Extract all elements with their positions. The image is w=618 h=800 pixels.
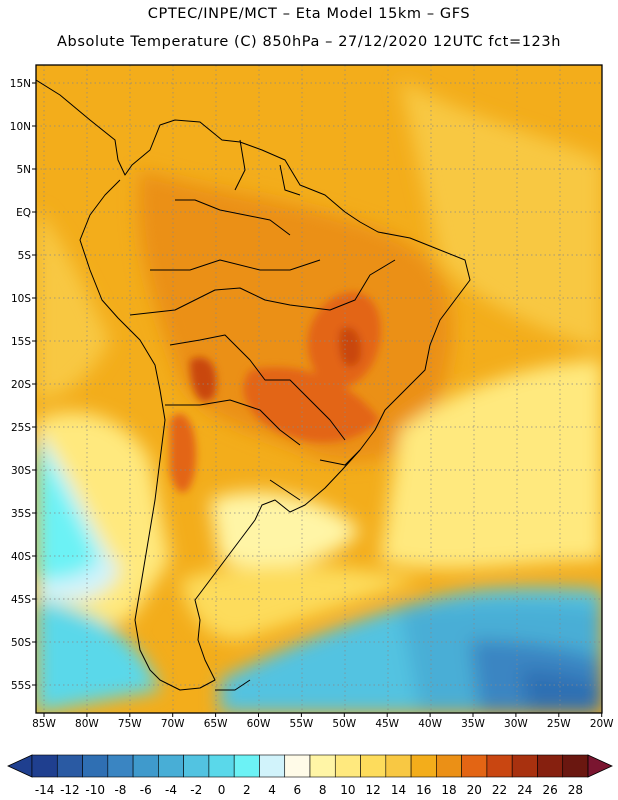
colorbar-swatch [385, 754, 412, 778]
longitude-label: 45W [375, 718, 399, 730]
longitude-label: 40W [418, 718, 442, 730]
colorbar-label: 8 [319, 783, 327, 797]
colorbar-label: 4 [268, 783, 276, 797]
longitude-label: 70W [161, 718, 185, 730]
colorbar-swatch [360, 754, 387, 778]
latitude-label: 10S [11, 293, 31, 305]
colorbar-label: -2 [190, 783, 202, 797]
latitude-label: 10N [10, 121, 31, 133]
latitude-label: 50S [11, 637, 31, 649]
colorbar-swatch [56, 754, 83, 778]
colorbar-swatch [309, 754, 336, 778]
longitude-label: 85W [32, 718, 56, 730]
map-title-line-1: CPTEC/INPE/MCT – Eta Model 15km – GFS [147, 6, 471, 22]
coastline [36, 79, 471, 691]
colorbar-label: 0 [218, 783, 226, 797]
colorbar-swatch [511, 754, 538, 778]
map-title-line-2: Absolute Temperature (C) 850hPa – 27/12/… [57, 34, 561, 50]
colorbar-swatch [158, 754, 184, 778]
colorbar-label: -6 [140, 783, 152, 797]
longitude-label: 65W [204, 718, 228, 730]
colorbar-label: 14 [391, 783, 406, 797]
latitude-label: 5N [16, 164, 31, 176]
colorbar-swatch [259, 754, 286, 778]
latitude-labels: 15N 10N 5N EQ 5S 10S 15S 20S 25S 30S 35S 40S 45S 50S 5… [10, 78, 36, 692]
temperature-field [36, 65, 602, 713]
colorbar-label: -14 [35, 783, 55, 797]
longitude-label: 55W [290, 718, 314, 730]
colorbar-swatch [208, 754, 235, 778]
latitude-label: 55S [11, 680, 31, 692]
colorbar: -14 -12 -10 -8 -6 -4 -2 0 2 4 6 8 10 12 14 16 18 20 22 24 26… [7, 754, 613, 797]
latitude-label: 15N [10, 78, 31, 90]
latitude-label: 20S [11, 379, 31, 391]
colorbar-swatch [31, 754, 58, 778]
colorbar-swatch [132, 754, 159, 778]
latitude-label: 45S [11, 594, 31, 606]
colorbar-swatch [334, 754, 361, 778]
colorbar-label: -10 [85, 783, 105, 797]
colorbar-label: 26 [542, 783, 557, 797]
colorbar-min-arrow [7, 754, 33, 778]
colorbar-label: 2 [243, 783, 251, 797]
colorbar-swatch [183, 754, 210, 778]
latitude-label: 5S [18, 250, 32, 262]
longitude-label: 20W [590, 718, 614, 730]
colorbar-swatch [410, 754, 437, 778]
graticule [36, 65, 602, 713]
colorbar-label: 28 [568, 783, 583, 797]
latitude-label: EQ [16, 207, 31, 219]
latitude-label: 35S [11, 508, 31, 520]
longitude-label: 60W [247, 718, 271, 730]
colorbar-max-arrow [587, 754, 613, 778]
longitude-label: 35W [461, 718, 485, 730]
colorbar-label: -4 [165, 783, 177, 797]
longitude-label: 30W [504, 718, 528, 730]
colorbar-label: 20 [467, 783, 482, 797]
colorbar-label: 10 [340, 783, 355, 797]
latitude-label: 30S [11, 465, 31, 477]
colorbar-label: 16 [416, 783, 431, 797]
colorbar-swatch [82, 754, 109, 778]
longitude-label: 80W [75, 718, 99, 730]
colorbar-swatch [436, 754, 462, 778]
colorbar-swatch [537, 754, 564, 778]
colorbar-label: 18 [441, 783, 456, 797]
colorbar-label: 12 [366, 783, 381, 797]
latitude-label: 40S [11, 551, 31, 563]
colorbar-label: -12 [60, 783, 80, 797]
longitude-label: 75W [118, 718, 142, 730]
colorbar-label: 22 [492, 783, 507, 797]
colorbar-swatch [233, 754, 260, 778]
latitude-label: 15S [11, 336, 31, 348]
colorbar-label: -8 [114, 783, 126, 797]
colorbar-swatch [562, 754, 589, 778]
latitude-label: 25S [11, 422, 31, 434]
longitude-label: 25W [547, 718, 571, 730]
colorbar-swatch [486, 754, 513, 778]
longitude-labels: 85W 80W 75W 70W 65W 60W 55W 50W 45W 40W 35W 30W 25W 2… [32, 713, 614, 730]
colorbar-label: 6 [294, 783, 302, 797]
colorbar-swatch [284, 754, 311, 778]
colorbar-swatch [461, 754, 488, 778]
longitude-label: 50W [332, 718, 356, 730]
colorbar-label: 24 [517, 783, 532, 797]
colorbar-swatch [107, 754, 134, 778]
